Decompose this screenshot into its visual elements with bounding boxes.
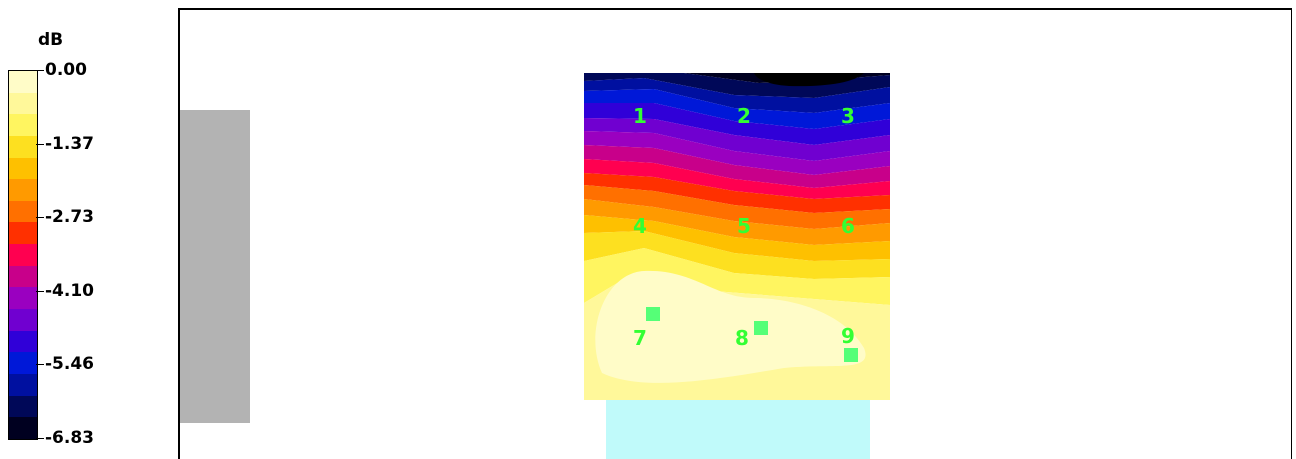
colorbar-swatch	[9, 417, 37, 439]
colorbar-swatch	[9, 179, 37, 201]
colorbar-swatch	[9, 71, 37, 93]
point-label: 3	[841, 104, 855, 128]
heatmap-band	[584, 89, 890, 129]
point-label: 2	[737, 104, 751, 128]
point-marker	[844, 348, 858, 362]
colorbar-tick-mark	[36, 438, 44, 439]
heatmap-band	[584, 73, 890, 98]
point-label: 8	[735, 326, 749, 350]
colorbar-unit: dB	[38, 30, 64, 50]
heatmap: 1 2 3 4 5 6 7 8 9	[584, 73, 890, 400]
heatmap-band	[584, 248, 890, 305]
colorbar-tick-mark	[36, 144, 44, 145]
heatmap-band	[584, 118, 890, 161]
heatmap-band	[584, 173, 890, 213]
left-gray-block	[180, 110, 250, 423]
colorbar-swatch	[9, 309, 37, 331]
heatmap-band	[584, 215, 890, 261]
colorbar-tick-mark	[36, 217, 44, 218]
heatmap-band	[584, 185, 890, 229]
bottom-cyan-block	[606, 400, 870, 459]
heatmap-peak-region	[595, 270, 866, 383]
colorbar-tick-label: -4.10	[45, 281, 94, 301]
point-label: 7	[633, 326, 647, 350]
colorbar-swatch	[9, 244, 37, 266]
heatmap-band	[584, 131, 890, 175]
point-marker	[646, 307, 660, 321]
point-label: 9	[841, 324, 855, 348]
colorbar-tick-label: -6.83	[45, 428, 94, 448]
colorbar-swatch	[9, 352, 37, 374]
plot-frame	[178, 8, 1292, 459]
colorbar-swatch	[9, 373, 37, 396]
heatmap-band	[584, 78, 890, 113]
colorbar-swatch	[9, 157, 37, 180]
colorbar-swatch	[9, 395, 37, 418]
colorbar-tick-label: -1.37	[45, 134, 94, 154]
heatmap-band	[584, 103, 890, 145]
heatmap-band	[584, 199, 890, 245]
heatmap-band	[584, 145, 890, 188]
colorbar-tick-label: 0.00	[45, 60, 87, 80]
point-label: 6	[841, 214, 855, 238]
colorbar-tick-label: -5.46	[45, 354, 94, 374]
heatmap-min-region	[754, 73, 864, 87]
colorbar-tick-label: -2.73	[45, 207, 94, 227]
colorbar-tick-mark	[36, 291, 44, 292]
point-marker	[754, 321, 768, 335]
colorbar-swatch	[9, 114, 37, 136]
colorbar-swatch	[9, 135, 37, 158]
heatmap-band	[584, 159, 890, 199]
point-label: 5	[737, 214, 751, 238]
colorbar-tick-mark	[36, 70, 44, 71]
colorbar-swatch	[9, 222, 37, 245]
colorbar	[8, 70, 38, 440]
colorbar-swatch	[9, 287, 37, 310]
colorbar-swatch	[9, 265, 37, 288]
colorbar-swatch	[9, 92, 37, 115]
point-label: 1	[633, 104, 647, 128]
colorbar-swatch	[9, 330, 37, 353]
colorbar-swatch	[9, 200, 37, 223]
heatmap-band	[584, 231, 890, 279]
point-label: 4	[633, 214, 647, 238]
colorbar-tick-mark	[36, 364, 44, 365]
